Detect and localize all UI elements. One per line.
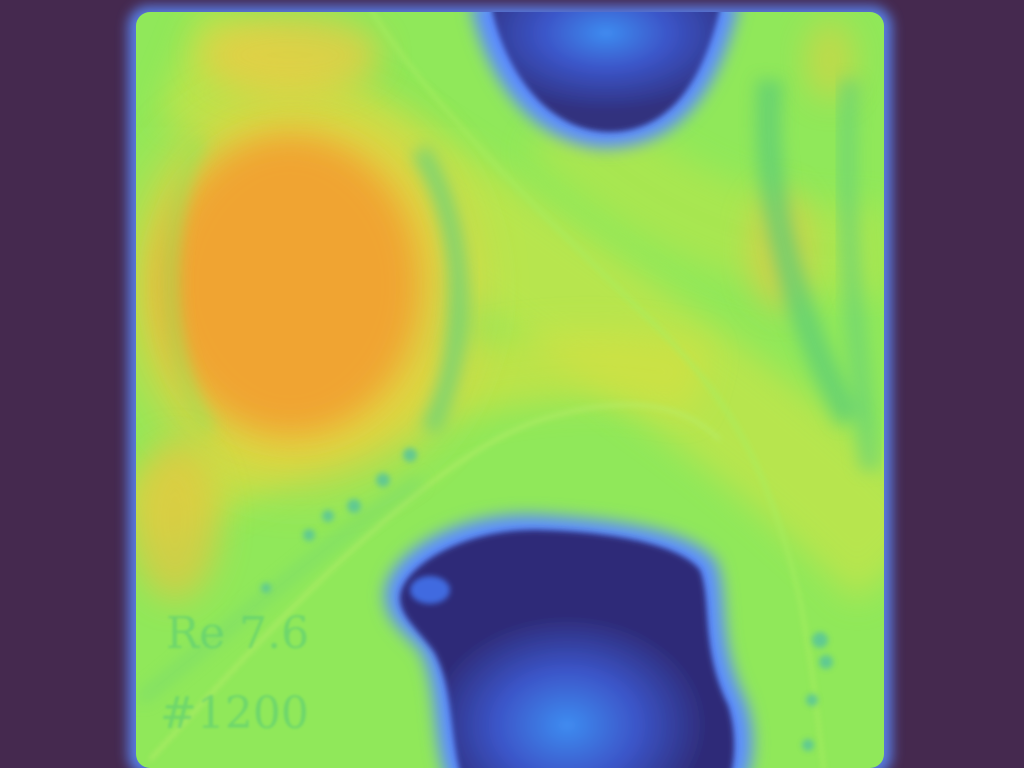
field-layers [136,12,884,768]
cyan-band-far-right [837,79,880,471]
reynolds-number-label: Re 7.6 [166,608,310,659]
warm-patch-left [136,440,220,600]
filament-arc [148,403,722,762]
cool-vortex-bottom [399,529,735,768]
tracer-dot [802,739,814,751]
tracer-dot [322,510,334,522]
cyan-band-right [755,78,862,427]
tracer-dot [261,583,271,593]
tracer-dot [812,632,828,648]
filament-lower-band [137,476,423,704]
tracer-dot [376,473,390,487]
warm-vortex-inner-band [165,137,215,434]
tracer-dot [806,694,818,706]
cool-vortex-top [490,12,722,133]
tracer-dot [403,448,417,462]
tracer-dot [819,655,833,669]
filament-diagonal [363,12,827,768]
warm-vortex-edge-band [412,145,468,435]
step-counter-label: #1200 [160,688,309,739]
tracer-dot [347,499,361,513]
warm-patch-top [200,15,380,95]
shear-band-right [528,87,884,296]
cool-vortex-lobe [410,576,450,604]
tracer-dots [261,448,833,751]
warm-vortex-core [160,135,420,435]
tracer-dot [303,529,315,541]
